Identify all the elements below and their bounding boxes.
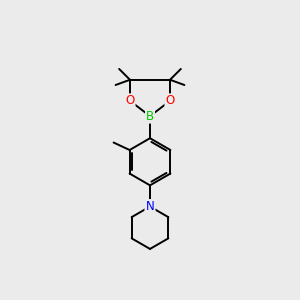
Text: N: N bbox=[146, 200, 154, 213]
Text: B: B bbox=[146, 110, 154, 123]
Text: O: O bbox=[165, 94, 175, 107]
Text: N: N bbox=[146, 200, 154, 213]
Text: O: O bbox=[125, 94, 135, 107]
